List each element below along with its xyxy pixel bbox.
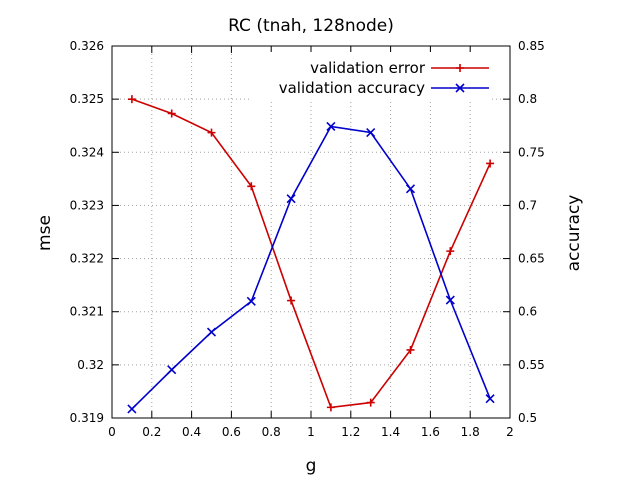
legend: validation error validation accuracy [250,52,492,100]
series-group [127,95,495,414]
x-tick-label: 1.6 [421,425,440,439]
y2-tick-label: 0.85 [518,39,545,53]
x-axis-ticks: 0 0.2 0.4 0.6 0.8 1 1.2 1.4 1.6 1.8 2 [108,46,514,439]
y-axis-ticks: 0.319 0.32 0.321 0.322 0.323 0.324 0.325 0.326 [70,39,119,425]
data-point-1 [366,398,375,407]
data-point-2 [326,121,336,132]
series-line-1 [131,98,491,409]
y2-axis-title: accuracy [564,195,584,272]
y2-tick-label: 0.5 [518,411,537,425]
data-point-1 [207,128,216,137]
y2-tick-label: 0.65 [518,252,545,266]
data-point-2 [127,404,137,414]
y2-tick-label: 0.6 [518,305,537,319]
y-tick-label: 0.321 [70,305,104,319]
data-point-2 [246,296,256,306]
x-tick-label: 0.2 [142,425,161,439]
y-tick-label: 0.319 [70,411,104,425]
y-tick-label: 0.326 [70,39,104,53]
data-point-2 [167,365,177,375]
data-point-2 [445,295,455,305]
data-point-1 [247,182,256,191]
x-tick-label: 0.4 [182,425,201,439]
x-tick-label: 1.4 [381,425,400,439]
series-line-2 [131,125,491,410]
y-tick-label: 0.324 [70,145,104,159]
legend-label-1: validation error [310,59,426,77]
y2-tick-label: 0.55 [518,358,545,372]
legend-marker-2 [455,83,465,93]
x-tick-label: 0.8 [262,425,281,439]
data-point-2 [206,327,217,337]
x-tick-label: 1 [307,425,315,439]
data-point-1 [127,95,136,104]
x-axis-title: g [306,456,317,476]
x-tick-label: 0.6 [222,425,241,439]
plot-frame [111,45,511,419]
legend-label-2: validation accuracy [279,79,425,97]
data-point-2 [405,184,416,194]
legend-background [250,52,492,100]
x-tick-label: 0 [108,425,116,439]
data-point-2 [286,194,296,204]
y-axis-title: mse [35,215,55,251]
x-tick-label: 1.8 [461,425,480,439]
data-point-1 [406,345,415,354]
data-point-2 [485,394,495,404]
legend-marker-1 [456,64,464,72]
y2-axis-ticks: 0.5 0.55 0.6 0.65 0.7 0.75 0.8 0.85 [503,39,545,425]
data-point-1 [167,109,176,118]
data-point-1 [287,296,296,305]
y-tick-label: 0.32 [77,358,104,372]
x-tick-label: 1.2 [341,425,360,439]
data-point-1 [326,403,335,412]
y2-tick-label: 0.7 [518,198,537,212]
grid-lines [112,46,510,418]
data-point-1 [486,159,495,168]
y-tick-label: 0.325 [70,92,104,106]
data-point-2 [366,127,376,138]
y-tick-label: 0.323 [70,198,104,212]
y-tick-label: 0.322 [70,252,104,266]
chart-title: RC (tnah, 128node) [228,16,394,36]
x-tick-label: 2 [506,425,514,439]
y2-tick-label: 0.8 [518,92,537,106]
y2-tick-label: 0.75 [518,145,545,159]
data-point-1 [446,247,455,256]
